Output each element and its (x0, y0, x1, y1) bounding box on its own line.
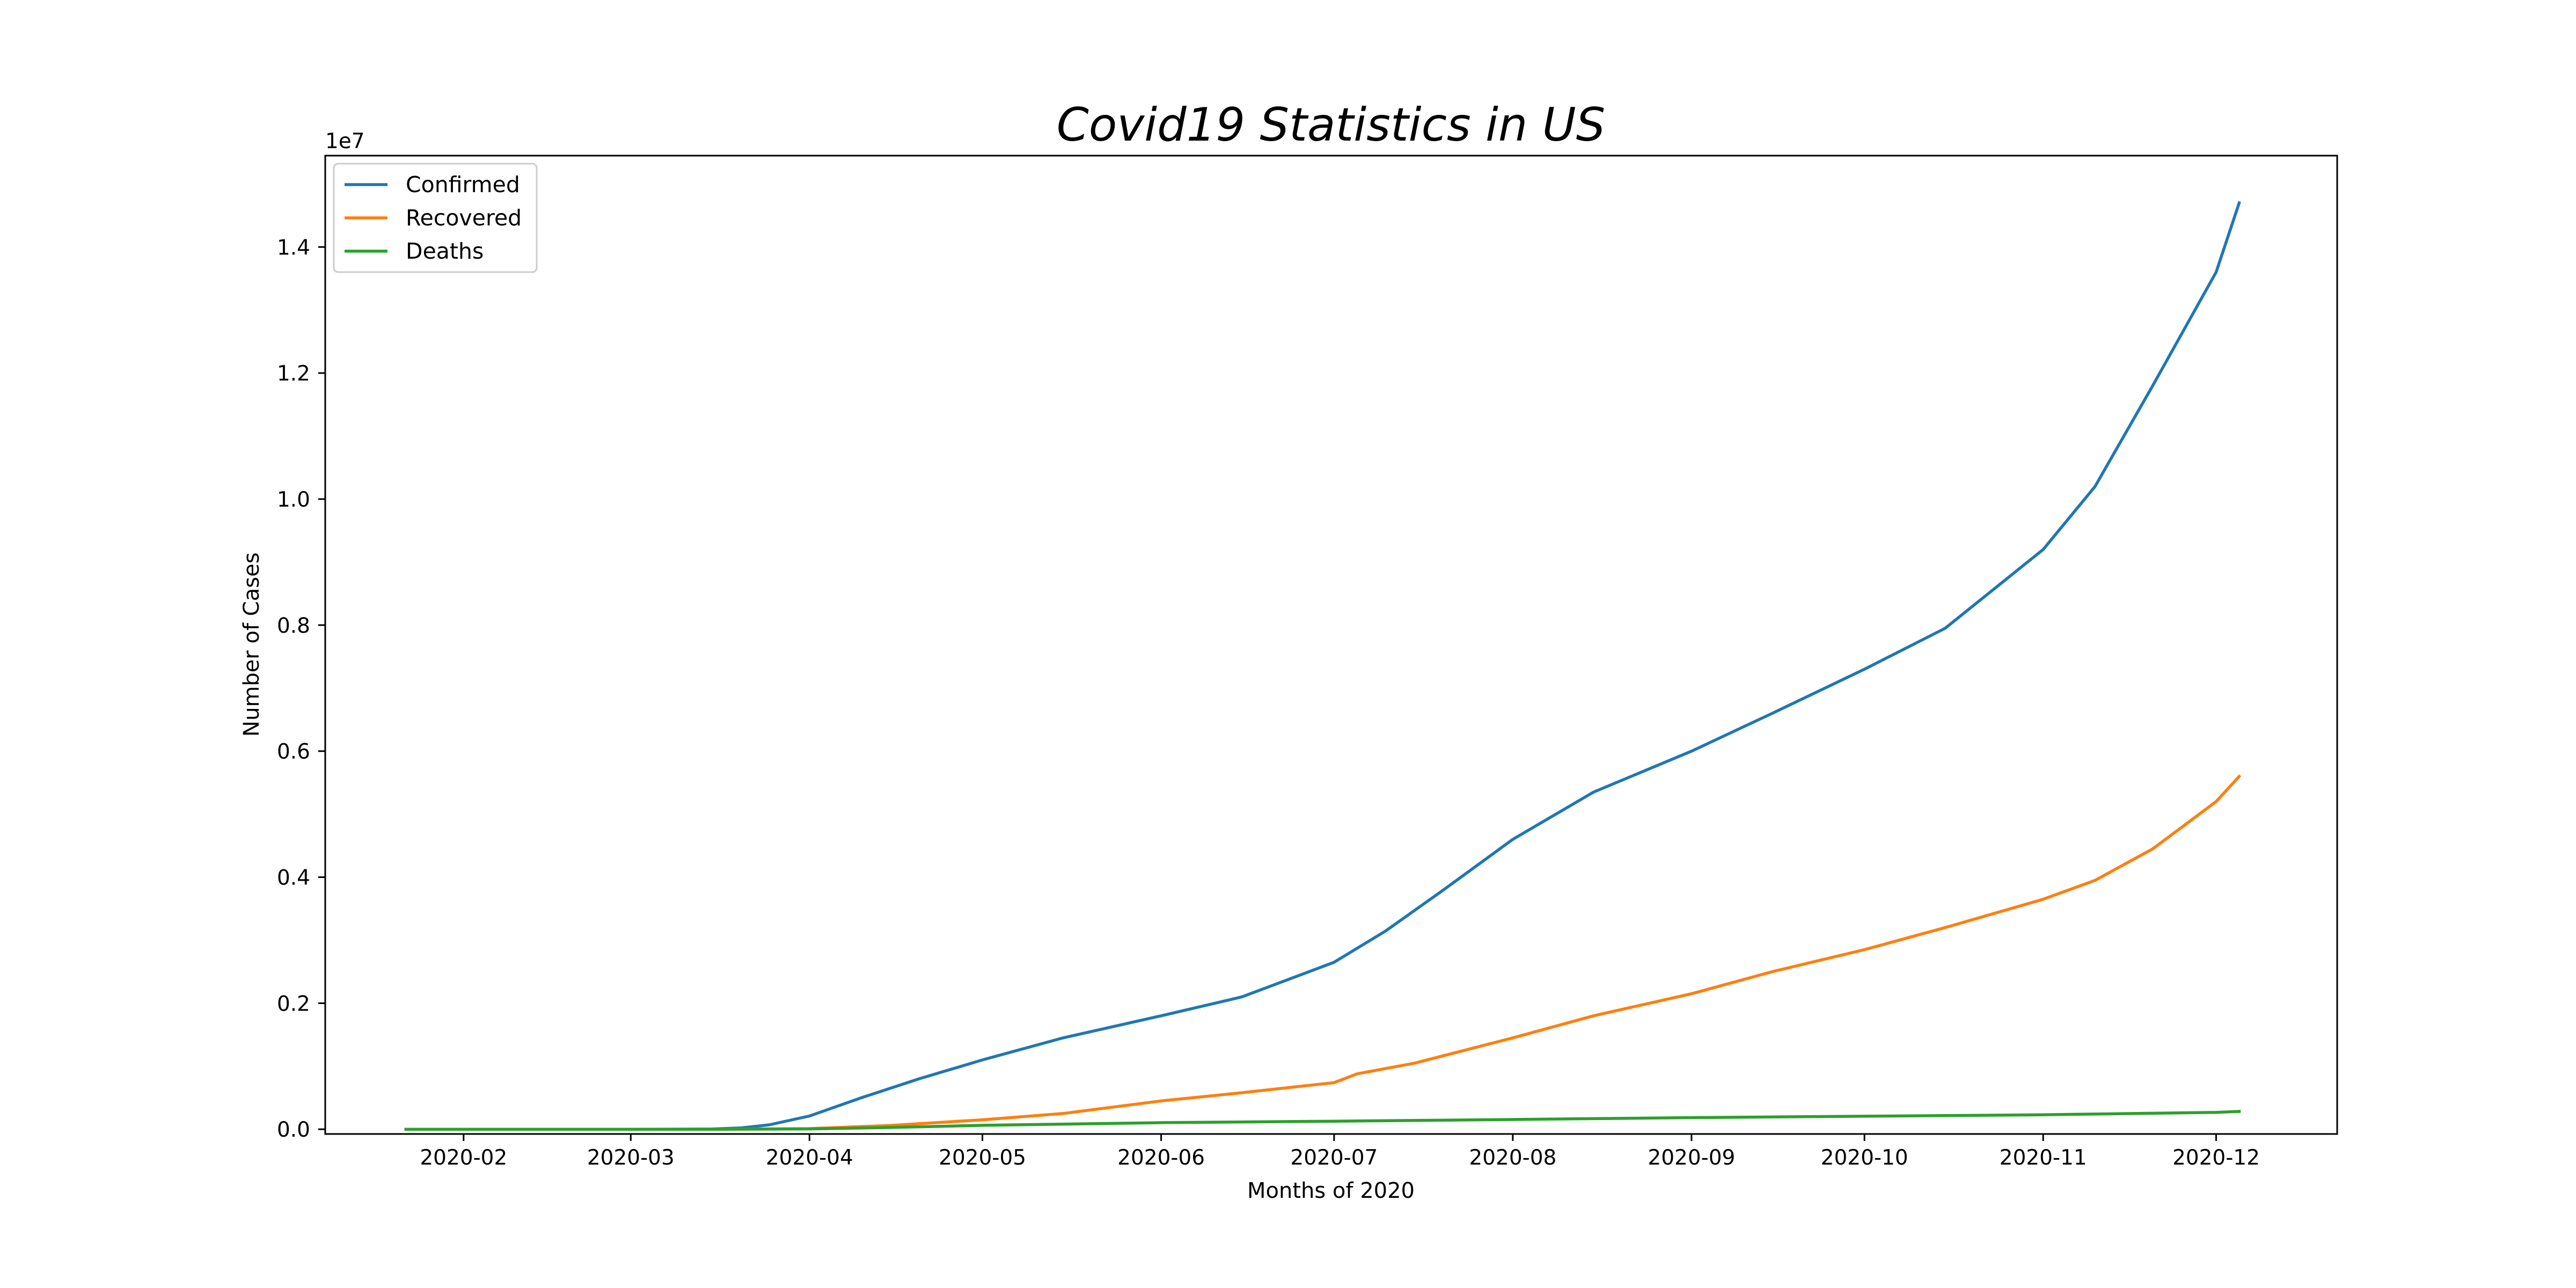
x-tick-label: 2020-05 (939, 1146, 1026, 1170)
series-line-deaths (404, 1110, 2241, 1131)
x-axis-label: Months of 2020 (1247, 1179, 1415, 1203)
chart-title: Covid19 Statistics in US (1057, 98, 1606, 152)
x-tick-label: 2020-11 (2000, 1146, 2087, 1170)
y-tick-label: 0.2 (277, 992, 310, 1016)
x-tick-label: 2020-07 (1290, 1146, 1378, 1170)
x-tick-label: 2020-08 (1469, 1146, 1556, 1170)
plot-area-frame (324, 155, 2338, 1135)
series-line-recovered (404, 774, 2242, 1131)
y-tick-label: 1.0 (277, 488, 310, 512)
x-tick-label: 2020-12 (2172, 1146, 2260, 1170)
y-axis-offset-label: 1e7 (325, 129, 365, 153)
y-tick-label: 0.0 (277, 1118, 310, 1142)
ticks-layer: 2020-02 2020-03 2020-04 2020-05 2020-06 2020-… (277, 236, 2260, 1170)
legend: Confirmed Recovered Deaths (333, 163, 538, 273)
y-tick-label: 1.4 (277, 236, 310, 260)
series-line-confirmed (404, 201, 2241, 1131)
x-tick-label: 2020-02 (420, 1146, 507, 1170)
x-tick-label: 2020-10 (1821, 1146, 1908, 1170)
x-tick-label: 2020-03 (587, 1146, 675, 1170)
x-tick-label: 2020-06 (1117, 1146, 1205, 1170)
y-tick-label: 0.8 (277, 614, 310, 638)
legend-entries: Confirmed Recovered Deaths (345, 172, 522, 264)
x-tick-label: 2020-04 (766, 1146, 853, 1170)
y-tick-label: 0.4 (277, 866, 310, 890)
y-axis-label: Number of Cases (239, 552, 264, 736)
y-tick-label: 1.2 (277, 362, 310, 386)
legend-box (333, 163, 538, 273)
x-tick-label: 2020-09 (1648, 1146, 1735, 1170)
y-tick-label: 0.6 (277, 740, 310, 764)
legend-label-deaths: Deaths (406, 238, 484, 264)
legend-label-recovered: Recovered (406, 205, 522, 231)
legend-label-confirmed: Confirmed (406, 172, 520, 197)
series-layer (404, 201, 2242, 1131)
